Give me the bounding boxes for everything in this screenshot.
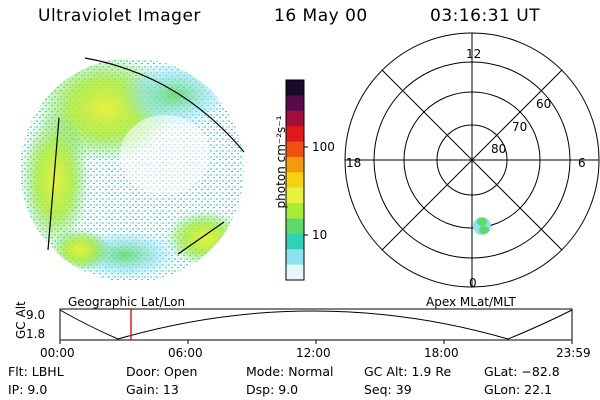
colorbar-segment bbox=[286, 156, 304, 173]
mlt-label-12: 12 bbox=[466, 47, 482, 61]
info-mode: Mode: Normal bbox=[246, 364, 334, 379]
mlt-label-6: 6 bbox=[578, 156, 586, 170]
colorbar-segment bbox=[286, 95, 304, 112]
info-gc-alt: GC Alt: 1.9 Re bbox=[364, 364, 452, 379]
left-panel-label: Geographic Lat/Lon bbox=[68, 295, 186, 309]
timeline-ytick-top: 9.0 bbox=[26, 308, 46, 322]
colorbar-segment bbox=[286, 141, 304, 158]
longitude-line bbox=[47, 117, 60, 251]
latitude-line bbox=[177, 221, 225, 255]
colorbar-segment bbox=[286, 126, 304, 143]
colorbar-segment bbox=[286, 110, 304, 127]
timeline-xtick-1800: 18:00 bbox=[424, 346, 459, 360]
info-glat: GLat: −82.8 bbox=[484, 364, 560, 379]
auroral-spot bbox=[473, 217, 491, 235]
colorbar-segment bbox=[286, 218, 304, 235]
info-ip: IP: 9.0 bbox=[8, 382, 48, 397]
mlt-label-0: 0 bbox=[469, 276, 477, 290]
colorbar bbox=[285, 79, 305, 281]
lat-label-60: 60 bbox=[536, 97, 552, 111]
colorbar-tick-10: 10 bbox=[312, 228, 328, 242]
colorbar-segment bbox=[286, 172, 304, 189]
uv-image-disk bbox=[20, 58, 244, 282]
polar-grid bbox=[344, 32, 600, 288]
altitude-curve bbox=[59, 309, 573, 340]
colorbar-segment bbox=[286, 249, 304, 266]
info-dsp: Dsp: 9.0 bbox=[246, 382, 299, 397]
info-filter: Flt: LBHL bbox=[8, 364, 64, 379]
instrument-title: Ultraviolet Imager bbox=[38, 6, 201, 26]
timeline-ticks bbox=[59, 340, 573, 344]
date-label: 16 May 00 bbox=[274, 6, 368, 26]
time-label: 03:16:31 UT bbox=[430, 6, 541, 26]
colorbar-segment bbox=[286, 80, 304, 96]
info-door: Door: Open bbox=[126, 364, 198, 379]
right-panel-label: Apex MLat/MLT bbox=[426, 295, 516, 309]
info-glon: GLon: 22.1 bbox=[484, 382, 553, 397]
timeline-ytick-bottom: 1.8 bbox=[26, 327, 46, 341]
timeline-xtick-1200: 12:00 bbox=[296, 346, 331, 360]
timeline-xtick-2359: 23:59 bbox=[556, 346, 591, 360]
timeline-xtick-0000: 00:00 bbox=[40, 346, 75, 360]
colorbar-segment bbox=[286, 187, 304, 204]
colorbar-segment bbox=[286, 233, 304, 250]
lat-label-80: 80 bbox=[491, 142, 507, 156]
colorbar-unit-label: photon cm⁻²s⁻¹ bbox=[274, 115, 288, 209]
lat-label-70: 70 bbox=[512, 120, 528, 134]
info-gain: Gain: 13 bbox=[126, 382, 179, 397]
colorbar-frame bbox=[285, 79, 305, 281]
mlt-label-18: 18 bbox=[346, 156, 362, 170]
colorbar-segment bbox=[286, 203, 304, 219]
colorbar-tick-100: 100 bbox=[312, 140, 335, 154]
terminator-line bbox=[84, 57, 245, 153]
colorbar-segment bbox=[286, 264, 304, 281]
info-seq: Seq: 39 bbox=[364, 382, 412, 397]
timeline-xtick-0600: 06:00 bbox=[168, 346, 203, 360]
